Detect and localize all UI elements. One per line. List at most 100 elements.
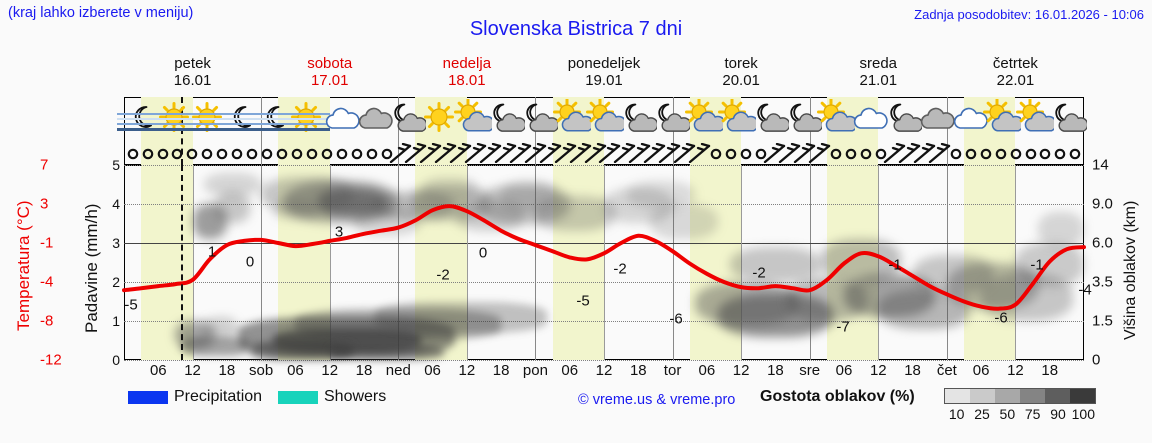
temperature-line xyxy=(122,204,1086,311)
temperature-label-14: -4 xyxy=(1078,281,1092,299)
precipitation-tick-5: 0 xyxy=(112,352,120,368)
precipitation-tick-2: 3 xyxy=(112,235,120,251)
daylight-shade-band xyxy=(826,165,879,360)
wind-symbol-barb xyxy=(891,142,931,164)
temperature-label-11: -1 xyxy=(888,256,902,274)
day-header-1: sobota 17.01 xyxy=(261,55,398,89)
cloud-density-step-5 xyxy=(1070,389,1095,403)
x-tick-18: 18 xyxy=(767,362,784,379)
cloud-height-tick-5: 0 xyxy=(1092,351,1101,369)
cloud-density-step-3 xyxy=(1020,389,1045,403)
day-date: 21.01 xyxy=(859,72,898,89)
daylight-shade-band xyxy=(415,97,467,165)
wind-symbol-barb xyxy=(636,142,676,164)
wind-symbol-barb xyxy=(562,142,602,164)
day-header-3: ponedeljek 19.01 xyxy=(535,55,672,89)
cloud-height-tick-4: 1.5 xyxy=(1092,312,1113,330)
weather-icon-sun-cloud xyxy=(683,98,727,137)
precipitation-tick-1: 4 xyxy=(112,196,120,212)
cloud-density-legend-title: Gostota oblakov (%) xyxy=(760,388,915,405)
vertical-gridline xyxy=(604,165,605,360)
x-tick-14: 18 xyxy=(629,362,647,379)
fog-icon xyxy=(282,113,331,131)
x-tick-2: 18 xyxy=(218,362,236,379)
wind-symbol-barb xyxy=(382,142,422,164)
day-date: 18.01 xyxy=(448,72,486,89)
day-header-4: torek 20.01 xyxy=(673,55,810,89)
cloud-height-tick-2: 6.0 xyxy=(1092,234,1113,252)
x-tick-7: ned xyxy=(385,362,411,379)
cloud-density-step-1 xyxy=(970,389,995,403)
temperature-label-9: -2 xyxy=(752,264,766,282)
wind-symbol-barb xyxy=(666,142,706,164)
wind-symbol-calm xyxy=(277,143,317,163)
wind-symbol-calm xyxy=(846,143,886,163)
precipitation-tick-0: 5 xyxy=(112,157,120,173)
cloud-density-tick-4: 90 xyxy=(1050,406,1066,422)
day-date: 20.01 xyxy=(722,72,760,89)
cloud-density-tick-3: 75 xyxy=(1024,406,1041,422)
wind-symbol-calm xyxy=(711,143,751,163)
weather-icon-sun-cloud xyxy=(452,98,495,137)
temperature-label-8: -6 xyxy=(669,310,683,328)
daylight-shade-band xyxy=(964,165,1016,360)
x-tick-6: 18 xyxy=(355,362,373,379)
wind-symbol-calm xyxy=(247,143,287,163)
temperature-tick-0: 7 xyxy=(40,156,49,174)
wind-symbol-calm xyxy=(202,143,242,163)
weather-icon-sun xyxy=(282,99,331,137)
wind-symbol-barb xyxy=(412,142,452,164)
day-date: 17.01 xyxy=(310,72,349,89)
wind-symbol-calm xyxy=(352,143,392,163)
x-tick-1: 12 xyxy=(184,362,201,379)
temperature-tick-4: -8 xyxy=(40,312,54,330)
wind-symbol-barb xyxy=(427,142,467,164)
temperature-label-0: -5 xyxy=(124,296,138,314)
wind-symbol-calm xyxy=(128,143,168,163)
temperature-tick-5: -12 xyxy=(40,351,62,369)
page-title: Slovenska Bistrica 7 dni xyxy=(469,18,683,40)
temperature-tick-1: 3 xyxy=(40,195,49,213)
weather-icon-cloud-grey xyxy=(353,99,393,137)
wind-symbol-barb xyxy=(547,142,587,164)
cloud-height-axis-title: Višina oblakov (km) xyxy=(1122,200,1139,340)
day-separator xyxy=(261,165,263,360)
temperature-label-10: -7 xyxy=(836,318,850,336)
day-name: nedelja xyxy=(442,55,492,72)
copyright-link[interactable]: © vreme.us & vreme.pro xyxy=(578,392,736,408)
day-separator xyxy=(672,165,674,360)
weather-icon-sun-cloud xyxy=(584,98,627,137)
showers-legend-label: Showers xyxy=(324,388,387,405)
temperature-label-1: 1 xyxy=(207,243,217,261)
wind-symbol-barb xyxy=(876,142,916,164)
cloud-density-tick-0: 10 xyxy=(948,406,965,422)
day-date: 22.01 xyxy=(996,72,1035,89)
precipitation-tick-3: 2 xyxy=(112,274,120,290)
temperature-label-7: -2 xyxy=(613,260,627,278)
wind-symbol-barb xyxy=(502,142,542,164)
cloud-density-step-2 xyxy=(995,389,1020,403)
wind-symbol-calm xyxy=(1055,143,1095,163)
x-tick-24: 06 xyxy=(972,362,990,379)
wind-symbol-calm xyxy=(1040,143,1080,163)
daylight-shade-band xyxy=(552,165,604,360)
x-tick-15: tor xyxy=(663,362,682,379)
showers-legend-swatch xyxy=(278,391,318,404)
x-tick-5: 12 xyxy=(321,362,339,379)
weather-icon-moon-cloud xyxy=(1047,99,1089,137)
wind-symbol-calm xyxy=(1011,143,1051,163)
day-date: 16.01 xyxy=(173,72,212,89)
vertical-gridline xyxy=(329,165,331,360)
cloud-density-tick-1: 25 xyxy=(974,406,990,422)
x-tick-9: 12 xyxy=(458,362,476,379)
weather-icon-moon-cloud xyxy=(882,99,923,137)
wind-symbol-calm xyxy=(322,143,362,163)
day-header-0: petek 16.01 xyxy=(124,55,261,89)
weather-icon-moon-cloud xyxy=(650,99,692,137)
wind-symbol-calm xyxy=(307,143,347,163)
wind-symbol-barb xyxy=(472,142,512,164)
menu-hint-text: (kraj lahko izberete v meniju) xyxy=(8,5,194,21)
cloud-height-tick-0: 14 xyxy=(1092,156,1109,174)
day-header-2: nedelja 18.01 xyxy=(398,55,535,89)
weather-icon-sun-cloud xyxy=(1014,98,1057,137)
